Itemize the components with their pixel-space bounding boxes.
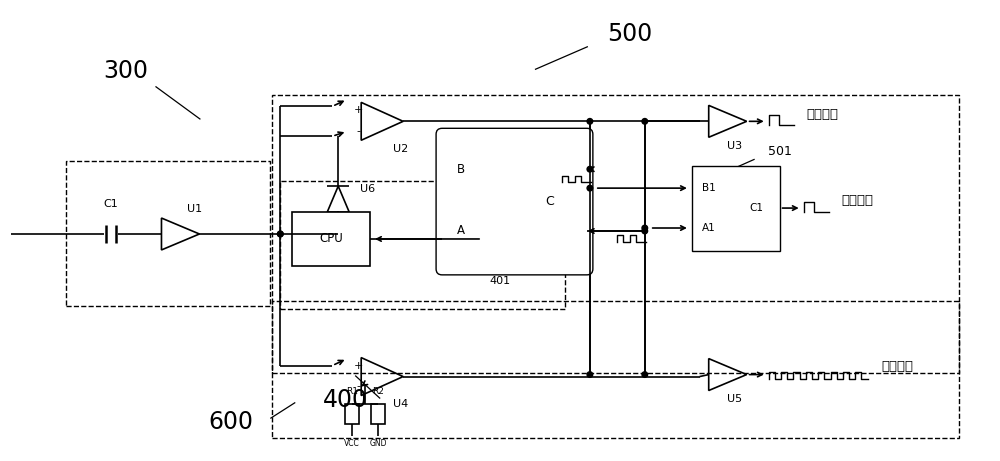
- Circle shape: [642, 118, 648, 124]
- Text: GND: GND: [369, 439, 387, 449]
- Text: C1: C1: [750, 203, 764, 213]
- Text: 500: 500: [607, 22, 652, 46]
- Bar: [280, 181, 565, 309]
- Text: CPU: CPU: [319, 232, 343, 245]
- Circle shape: [278, 231, 283, 237]
- Bar: [371, 404, 385, 425]
- Text: B1: B1: [702, 183, 716, 193]
- Text: 600: 600: [208, 410, 253, 434]
- Circle shape: [587, 118, 593, 124]
- Text: C: C: [546, 195, 554, 207]
- Circle shape: [587, 372, 593, 378]
- Text: VCC: VCC: [344, 439, 360, 449]
- Circle shape: [278, 231, 283, 237]
- Text: U3: U3: [727, 141, 742, 151]
- Bar: [66, 161, 270, 306]
- Text: A1: A1: [702, 223, 716, 233]
- Text: U4: U4: [393, 400, 408, 409]
- Circle shape: [642, 228, 648, 234]
- Circle shape: [587, 185, 593, 191]
- Circle shape: [587, 166, 593, 172]
- Text: U1: U1: [187, 204, 202, 214]
- Bar: [272, 95, 959, 372]
- Text: U5: U5: [727, 395, 742, 404]
- Text: A: A: [457, 225, 465, 237]
- Text: 低齿信号: 低齿信号: [807, 108, 839, 121]
- Text: 转速信号: 转速信号: [881, 360, 913, 373]
- Text: +: +: [354, 106, 363, 115]
- Text: 400: 400: [323, 389, 368, 413]
- Bar: [272, 301, 959, 438]
- Text: 501: 501: [768, 145, 792, 158]
- Bar: [692, 166, 780, 251]
- Text: C1: C1: [103, 199, 118, 209]
- Text: U2: U2: [393, 144, 408, 154]
- Text: 高齿信号: 高齿信号: [842, 194, 874, 207]
- Text: 401: 401: [489, 276, 511, 286]
- Text: -: -: [356, 126, 360, 136]
- Circle shape: [642, 372, 648, 378]
- Circle shape: [642, 225, 648, 231]
- Bar: [345, 404, 359, 425]
- Text: R2: R2: [372, 386, 384, 396]
- Text: +: +: [354, 361, 363, 371]
- Text: B: B: [457, 163, 465, 176]
- FancyBboxPatch shape: [436, 128, 593, 275]
- Text: R1: R1: [346, 386, 358, 396]
- Text: U6: U6: [360, 184, 375, 194]
- Text: 300: 300: [103, 59, 148, 83]
- Text: -: -: [356, 382, 360, 391]
- Bar: [292, 212, 370, 266]
